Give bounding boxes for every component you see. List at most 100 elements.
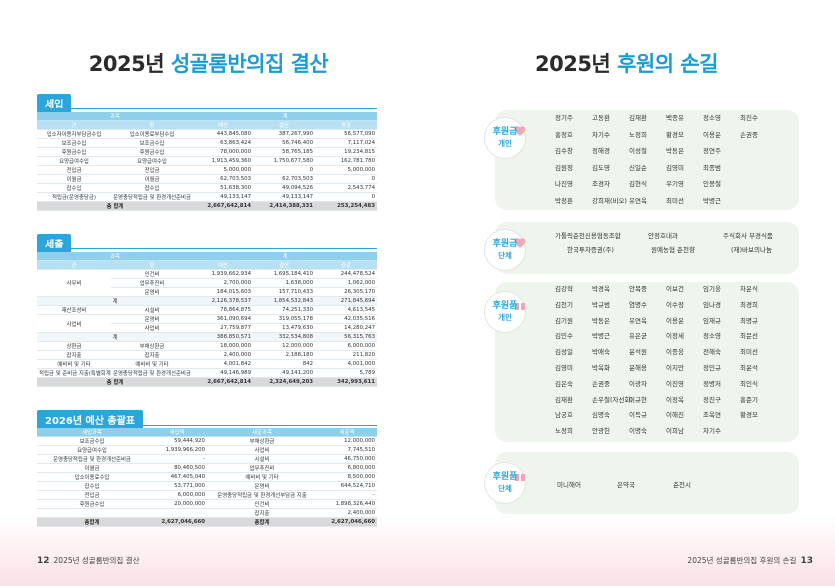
table-row: 재산조성비 시설비 78,864,875 74,251,330 4,613,545 — [37, 305, 378, 315]
table-cell: 1,898,326,440 — [317, 499, 377, 509]
table-cell: 관 — [37, 260, 111, 270]
income-section-tag: 세입 — [37, 94, 72, 113]
table-row: 요양급여수입 요양급여수입 1,913,459,360 1,750,677,580 16… — [37, 156, 378, 166]
table-cell: 1,750,677,580 — [253, 156, 316, 166]
table-cell: 2,188,180 — [253, 350, 316, 360]
table-cell: 5,789 — [315, 368, 378, 378]
name-row: 나진영 조경자 김현식 우기영 인봉철 — [555, 176, 777, 193]
table-cell: 332,534,808 — [253, 332, 316, 342]
donor-name: 전해숙 — [703, 348, 721, 357]
table-cell: 부채상환금 — [111, 341, 194, 351]
table-row: 요양급여수입 1,939,966,200 사업비 7,745,510 — [37, 445, 377, 455]
donor-name: 임재규 — [703, 316, 721, 325]
donor-name: 김수창 — [555, 147, 573, 155]
table-cell: 관 — [37, 120, 111, 130]
heart-hand-icon — [514, 126, 526, 136]
donor-name: 차기수 — [703, 427, 721, 436]
donor-name: 최진수 — [740, 114, 758, 122]
table-row: 계 388,850,571 332,534,808 56,315,763 — [37, 332, 378, 342]
donor-name: 김민수 — [555, 332, 573, 341]
donor-name: 인봉철 — [703, 180, 721, 188]
table-cell: 사업비 — [37, 314, 111, 333]
donor-name: 이정옥 — [666, 395, 684, 404]
table-cell: 1,854,532,843 — [253, 296, 316, 306]
table-cell: 80,460,500 — [147, 463, 207, 473]
donor-name: 이정세 — [666, 332, 684, 341]
table-cell: 전입금 — [111, 165, 194, 175]
table-cell: 5,000,000 — [315, 165, 378, 175]
table-row: 적립금 및 준비금 지출(특별회계)운영충당적립금 및 환경개선준비금 지출49… — [37, 368, 378, 378]
badge-goods-individual: 후원품 개인 — [485, 292, 529, 332]
table-cell: 56,315,763 — [315, 332, 378, 342]
donor-name: 최명규 — [740, 316, 758, 325]
table-cell: 계 — [193, 112, 378, 121]
table-cell: 19,234,815 — [315, 147, 378, 157]
table-cell: - — [147, 454, 207, 464]
org-item: 주식회사 부경식품 — [723, 232, 773, 240]
table-cell: 2,667,642,814 — [193, 201, 254, 211]
table-cell: 56,746,400 — [253, 138, 316, 148]
table-cell: 49,141,200 — [253, 368, 316, 378]
table-cell: 49,094,526 — [253, 183, 316, 193]
donor-name: 차운식 — [740, 285, 758, 293]
table-cell: 467,405,040 — [147, 472, 207, 482]
table-cell: 12,000,000 — [253, 341, 316, 351]
table-cell: 7,745,510 — [317, 445, 377, 455]
table-cell: 1,939,662,934 — [193, 269, 254, 279]
donor-name: 유은균 — [629, 332, 647, 341]
donor-name: 윤해용 — [629, 363, 647, 372]
table-cell: 7,117,024 — [315, 138, 378, 148]
donor-name: 김천기 — [555, 300, 573, 309]
donor-name: 차기수 — [592, 130, 610, 139]
donation-money-group-box: 후원금 단체 가톨릭춘천신용협동조합 안정호내과 주식회사 부경식품 한국투자증권… — [485, 222, 799, 274]
donor-name: 노정희 — [629, 130, 647, 139]
name-row: 김은숙 손권중 이광자 이진영 정병저 최인식 — [555, 377, 777, 393]
gift-icon — [515, 301, 525, 310]
table-row: 총 합계 2,667,642,814 2,324,649,203 342,993,61… — [37, 377, 378, 387]
org-item: 춘천시 — [673, 481, 691, 489]
goods-individual-names: 김강혁 박경옥 안복중 이보건 임기웅 차운식 김천기 박규범 염명수 이수정 임나경 최경희 김기원 박… — [555, 282, 777, 440]
table-cell: 271,845,694 — [315, 296, 378, 306]
table-cell: 보조금수입 — [37, 436, 147, 446]
table-row: 관 항 예산 결산 증감 — [37, 120, 378, 130]
table-cell: 잡수입 — [111, 183, 194, 193]
name-row: 노정희 안광헌 이명숙 이희남 차기수 — [555, 424, 777, 440]
org-item: 은약국 — [617, 481, 635, 489]
donor-name: 손우철(자선회) — [592, 395, 633, 404]
donor-name: 조경자 — [592, 180, 610, 188]
table-row: 후원금수입 후원금수입 78,000,000 58,765,185 19,234,815 — [37, 147, 378, 157]
donor-name: 김은숙 — [555, 379, 573, 388]
org-item: (재)바보의나눔 — [731, 246, 772, 254]
table-cell: 0 — [315, 192, 378, 202]
table-cell: 2,543,774 — [315, 183, 378, 193]
donor-name: 정연주 — [703, 147, 721, 155]
table-cell: 계 — [37, 296, 194, 306]
donor-name: 정소영 — [703, 332, 721, 341]
donor-name: 이지만 — [666, 363, 684, 372]
donor-name: 이용운 — [666, 316, 684, 325]
donor-name: 박병근 — [592, 332, 610, 341]
table-cell: 이월금 — [37, 463, 147, 473]
table-cell: 사업비 — [111, 323, 194, 333]
table-cell: 사업비 — [207, 445, 317, 455]
table-cell: 78,864,875 — [193, 305, 254, 315]
page-number: 12 — [37, 556, 50, 566]
donor-name: 최미선 — [740, 348, 758, 357]
heart-hand-icon — [514, 238, 526, 248]
table-cell: 예산 — [193, 120, 254, 130]
expense-divider — [37, 248, 377, 249]
donor-name: 최문선 — [740, 332, 758, 341]
table-cell: 재산조성비 — [37, 305, 111, 315]
donor-name: 남궁호 — [555, 411, 573, 420]
badge-money-group: 후원금 단체 — [485, 230, 529, 270]
donor-name: 손권중 — [740, 130, 758, 139]
donor-name: 이광자 — [629, 379, 647, 388]
donor-name: 박동은 — [592, 316, 610, 325]
table-cell: 운영비 — [111, 287, 194, 297]
footer-text: 2025년 성골롬반의집 후원의 손길 — [687, 556, 797, 565]
donor-name: 이성철 — [629, 147, 647, 155]
table-cell: 보조금수입 — [111, 138, 194, 148]
donor-name: 김영미 — [666, 163, 684, 172]
donor-name: 이종웅 — [666, 348, 684, 357]
money-individual-names: 정기주 고동환 김재환 백종유 정소영 최진수 홍정호 차기수 노정희 황경모 이용운 손권중 김수창 정… — [555, 110, 777, 209]
